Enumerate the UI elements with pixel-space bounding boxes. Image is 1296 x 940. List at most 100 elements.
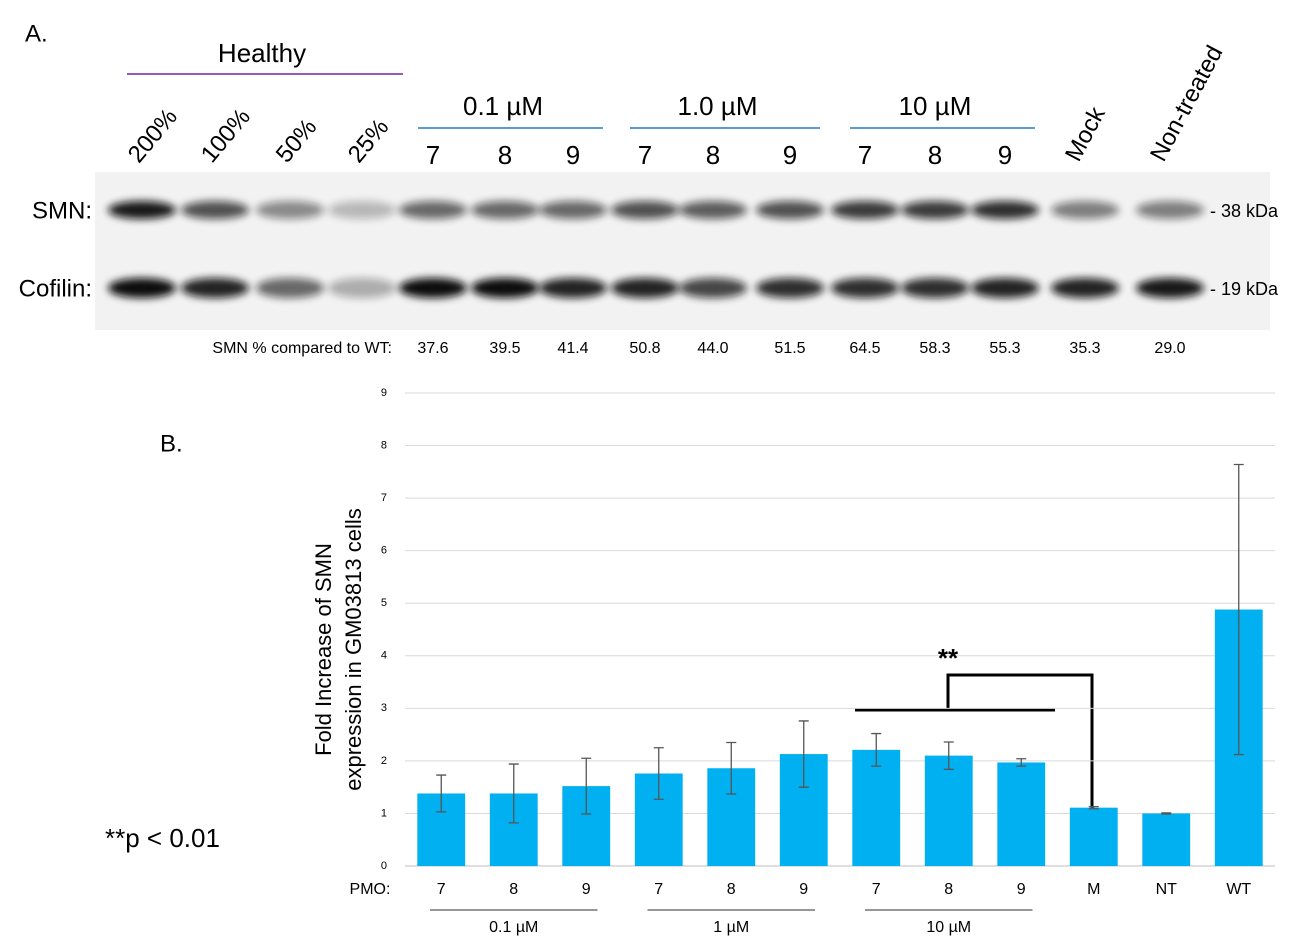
band bbox=[256, 201, 324, 219]
lane-label: 8 bbox=[928, 140, 942, 170]
lane-label: 7 bbox=[638, 140, 652, 170]
y-tick-label: 8 bbox=[381, 439, 387, 451]
lane-label: Non-treated bbox=[1145, 41, 1228, 166]
x-tick-label: 9 bbox=[799, 881, 808, 898]
row-label: Cofilin: bbox=[19, 275, 92, 302]
band bbox=[1051, 201, 1119, 219]
blot-background bbox=[95, 172, 1270, 330]
x-tick-label: M bbox=[1087, 881, 1100, 898]
band bbox=[399, 278, 467, 298]
group-label: 1.0 µM bbox=[677, 91, 757, 121]
row-label: SMN: bbox=[32, 197, 92, 224]
panel-label: A. bbox=[25, 20, 48, 47]
band bbox=[679, 201, 747, 219]
x-tick-label: NT bbox=[1156, 881, 1178, 898]
y-tick-label: 9 bbox=[381, 387, 387, 399]
panel-label: B. bbox=[160, 430, 183, 457]
band bbox=[328, 278, 396, 298]
band bbox=[181, 278, 249, 298]
y-tick-label: 2 bbox=[381, 755, 387, 767]
lane-label: 25% bbox=[343, 114, 395, 168]
quant-value: 29.0 bbox=[1154, 340, 1185, 357]
band bbox=[831, 278, 899, 298]
x-tick-label: 8 bbox=[509, 881, 518, 898]
bar bbox=[925, 756, 973, 866]
quant-value: 39.5 bbox=[489, 340, 520, 357]
lane-label: 9 bbox=[783, 140, 797, 170]
lane-label: 9 bbox=[998, 140, 1012, 170]
y-tick-label: 0 bbox=[381, 860, 387, 872]
group-label: 0.1 µM bbox=[489, 919, 538, 936]
lane-label: 8 bbox=[498, 140, 512, 170]
group-label: 1 µM bbox=[713, 919, 749, 936]
band bbox=[971, 278, 1039, 298]
bar bbox=[1142, 813, 1190, 866]
lane-label: 200% bbox=[123, 104, 183, 168]
quant-value: 41.4 bbox=[557, 340, 588, 357]
quant-value: 64.5 bbox=[849, 340, 880, 357]
lane-label: Mock bbox=[1060, 102, 1111, 166]
quant-label: SMN % compared to WT: bbox=[212, 340, 392, 357]
y-tick-label: 6 bbox=[381, 545, 387, 557]
size-label: - 38 kDa bbox=[1210, 201, 1279, 221]
band bbox=[328, 201, 396, 219]
band bbox=[756, 201, 824, 219]
quant-value: 55.3 bbox=[989, 340, 1020, 357]
band bbox=[181, 201, 249, 219]
band bbox=[471, 278, 539, 298]
y-axis-label: Fold Increase of SMN bbox=[311, 543, 336, 756]
x-tick-label: WT bbox=[1226, 881, 1251, 898]
bar bbox=[852, 750, 900, 866]
band bbox=[539, 201, 607, 219]
y-tick-label: 5 bbox=[381, 597, 387, 609]
healthy-label: Healthy bbox=[218, 38, 306, 68]
group-label: 10 µM bbox=[926, 919, 971, 936]
quant-value: 51.5 bbox=[774, 340, 805, 357]
group-label: 0.1 µM bbox=[463, 91, 543, 121]
band bbox=[611, 201, 679, 219]
y-tick-label: 1 bbox=[381, 807, 387, 819]
lane-label: 100% bbox=[196, 104, 256, 168]
y-tick-label: 7 bbox=[381, 492, 387, 504]
quant-value: 58.3 bbox=[919, 340, 950, 357]
quant-value: 50.8 bbox=[629, 340, 660, 357]
y-tick-label: 3 bbox=[381, 702, 387, 714]
band bbox=[971, 201, 1039, 219]
quant-value: 35.3 bbox=[1069, 340, 1100, 357]
band bbox=[108, 278, 176, 298]
footnote: **p < 0.01 bbox=[105, 823, 220, 853]
band bbox=[1136, 278, 1204, 298]
x-tick-label: 7 bbox=[654, 881, 663, 898]
lane-label: 50% bbox=[271, 114, 323, 168]
band bbox=[901, 201, 969, 219]
x-axis-label: PMO: bbox=[350, 881, 391, 898]
group-label: 10 µM bbox=[899, 91, 972, 121]
y-axis-label: expression in GM03813 cells bbox=[341, 508, 366, 790]
x-tick-label: 9 bbox=[582, 881, 591, 898]
band bbox=[756, 278, 824, 298]
x-tick-label: 8 bbox=[944, 881, 953, 898]
x-tick-label: 8 bbox=[727, 881, 736, 898]
y-tick-label: 4 bbox=[381, 650, 387, 662]
bar bbox=[1070, 808, 1118, 866]
quant-value: 37.6 bbox=[417, 340, 448, 357]
quant-value: 44.0 bbox=[697, 340, 728, 357]
band bbox=[679, 278, 747, 298]
lane-label: 8 bbox=[706, 140, 720, 170]
band bbox=[831, 201, 899, 219]
x-tick-label: 7 bbox=[437, 881, 446, 898]
bar bbox=[997, 762, 1045, 866]
lane-label: 7 bbox=[858, 140, 872, 170]
band bbox=[399, 201, 467, 219]
x-tick-label: 9 bbox=[1017, 881, 1026, 898]
annotation: ** bbox=[938, 643, 959, 673]
band bbox=[256, 278, 324, 298]
error-bar bbox=[1161, 813, 1171, 814]
band bbox=[471, 201, 539, 219]
band bbox=[1136, 201, 1204, 219]
figure: A. Healthy B. **p < 0.01 200%100% 50% 25% 0… bbox=[0, 0, 1296, 940]
lane-label: 7 bbox=[426, 140, 440, 170]
x-tick-label: 7 bbox=[872, 881, 881, 898]
band bbox=[611, 278, 679, 298]
lane-label: 9 bbox=[566, 140, 580, 170]
